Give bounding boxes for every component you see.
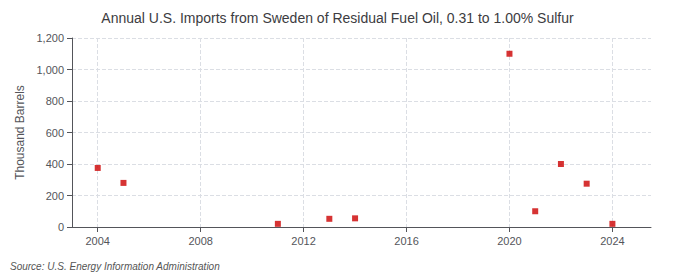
svg-text:1,000: 1,000	[36, 64, 64, 76]
svg-text:2020: 2020	[497, 235, 521, 247]
svg-text:200: 200	[46, 190, 64, 202]
svg-text:2024: 2024	[600, 235, 624, 247]
svg-text:2004: 2004	[85, 235, 109, 247]
svg-text:2012: 2012	[291, 235, 315, 247]
svg-text:1,200: 1,200	[36, 32, 64, 44]
svg-text:400: 400	[46, 158, 64, 170]
svg-text:0: 0	[58, 221, 64, 233]
svg-text:2016: 2016	[394, 235, 418, 247]
svg-text:800: 800	[46, 95, 64, 107]
svg-text:Thousand Barrels: Thousand Barrels	[13, 85, 27, 180]
svg-text:Source: U.S. Energy Informatio: Source: U.S. Energy Information Administ…	[10, 261, 220, 272]
svg-text:600: 600	[46, 127, 64, 139]
svg-text:2008: 2008	[188, 235, 212, 247]
svg-text:Annual U.S. Imports from Swede: Annual U.S. Imports from Sweden of Resid…	[101, 10, 574, 26]
